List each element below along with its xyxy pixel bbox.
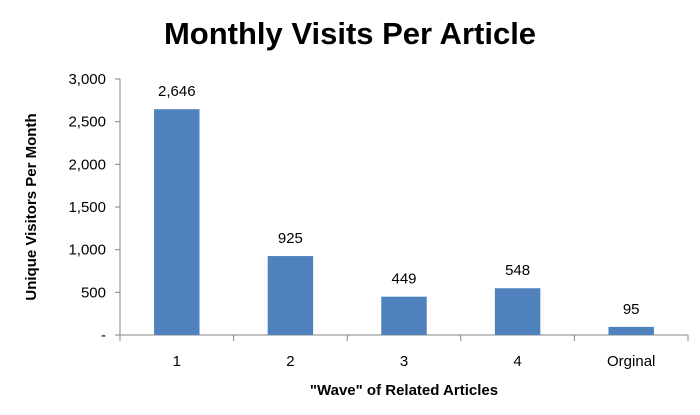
y-tick-label: 3,000 bbox=[68, 71, 106, 88]
data-label: 548 bbox=[505, 262, 530, 279]
data-label: 449 bbox=[391, 271, 416, 288]
x-tick-label: 1 bbox=[173, 353, 181, 370]
data-label: 2,646 bbox=[158, 83, 196, 100]
chart-title: Monthly Visits Per Article bbox=[164, 16, 536, 51]
x-tick-label: Orginal bbox=[607, 353, 655, 370]
y-tick-label: 1,000 bbox=[68, 242, 106, 259]
y-tick-label: 1,500 bbox=[68, 199, 106, 216]
bar-4 bbox=[494, 288, 541, 335]
labels: - 500 1,000 1,500 2,000 2,500 3,000 2,646 1 925 2 4… bbox=[68, 71, 655, 370]
data-label: 925 bbox=[278, 230, 303, 247]
x-axis-title: "Wave" of Related Articles bbox=[310, 382, 498, 399]
data-label: 95 bbox=[623, 301, 640, 318]
x-tick-label: 2 bbox=[286, 353, 294, 370]
bar-1 bbox=[154, 109, 200, 335]
bar-5 bbox=[608, 326, 654, 335]
y-tick-label: 2,500 bbox=[68, 114, 106, 131]
bars bbox=[154, 109, 654, 335]
y-axis-title: Unique Visitors Per Month bbox=[23, 113, 40, 300]
y-tick-label: 2,000 bbox=[68, 156, 106, 173]
x-tick-label: 3 bbox=[400, 353, 408, 370]
bar-3 bbox=[381, 296, 427, 335]
y-tick-label: 500 bbox=[81, 284, 106, 301]
bar-2 bbox=[267, 256, 314, 335]
y-tick-label: - bbox=[101, 327, 106, 344]
x-tick-label: 4 bbox=[513, 353, 521, 370]
